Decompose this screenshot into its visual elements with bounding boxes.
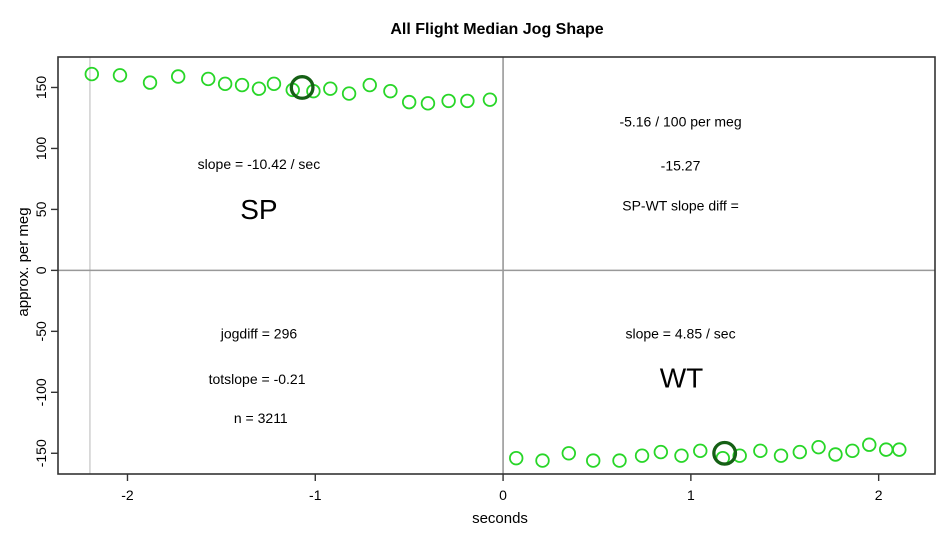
data-point-wt (634, 448, 650, 463)
x-tick-label: 1 (687, 487, 695, 503)
annotation-n-count: n = 3211 (234, 410, 288, 426)
data-point-wt (811, 439, 826, 455)
data-point-sp (441, 93, 456, 109)
x-tick-label: 2 (875, 487, 883, 503)
data-point-wt (612, 453, 627, 468)
y-tick-label: -100 (33, 378, 49, 406)
annotation-wt-label: WT (660, 362, 704, 393)
data-point-sp (401, 94, 417, 110)
x-tick-label: -2 (121, 487, 134, 503)
data-point-sp (383, 83, 398, 99)
axis-ticks-layer: -2 -1 0 1 2 -150 -100 -50 0 50 100 150 (33, 76, 883, 503)
data-point-wt (535, 453, 550, 468)
y-axis-label: approx. per meg (15, 207, 32, 316)
highlight-marker-wt (712, 440, 738, 466)
data-point-wt (862, 437, 877, 452)
data-point-sp (266, 76, 282, 92)
highlight-markers-layer (289, 75, 738, 466)
x-axis-label: seconds (472, 510, 528, 527)
data-point-wt (674, 448, 689, 463)
data-point-sp (142, 75, 158, 90)
annotation-diff-line3: SP-WT slope diff = (622, 198, 739, 214)
data-point-sp (170, 69, 186, 84)
annotation-diff-line2: -15.27 (661, 157, 701, 173)
highlight-marker-sp (289, 75, 315, 100)
y-tick-label: 50 (33, 201, 49, 217)
y-tick-label: -50 (33, 321, 49, 341)
x-tick-label: 0 (499, 487, 507, 503)
data-point-sp (323, 81, 338, 96)
plot-frame (57, 56, 936, 475)
annotation-jogdiff: jogdiff = 296 (220, 326, 298, 342)
annotation-sp-label: SP (240, 194, 277, 225)
data-point-wt (892, 442, 907, 457)
data-point-wt (732, 448, 747, 463)
data-point-sp (84, 66, 100, 82)
data-point-sp (362, 77, 377, 93)
data-point-wt (693, 443, 708, 459)
y-tick-label: 0 (33, 266, 49, 274)
data-point-wt (753, 443, 768, 459)
data-point-sp (460, 93, 475, 109)
data-point-wt (878, 442, 894, 457)
data-point-wt (561, 446, 577, 461)
data-point-wt (586, 453, 601, 468)
chart-title: All Flight Median Jog Shape (390, 21, 603, 38)
data-point-sp (341, 86, 357, 101)
data-point-wt (828, 447, 843, 462)
y-tick-label: -150 (33, 439, 49, 467)
plot-frame-layer (57, 56, 936, 475)
data-point-sp (482, 92, 498, 107)
data-point-wt (845, 443, 860, 459)
annotations-layer: slope = -10.42 / sec SP -5.16 / 100 per me… (198, 114, 742, 426)
data-points-layer (84, 66, 907, 468)
annotation-diff-line1: -5.16 / 100 per meg (619, 114, 741, 130)
data-point-sp (201, 71, 216, 87)
data-point-sp (420, 96, 436, 111)
data-point-wt (509, 450, 524, 466)
data-point-sp (234, 77, 250, 93)
annotation-totslope: totslope = -0.21 (209, 371, 306, 387)
x-tick-label: -1 (309, 487, 322, 503)
y-tick-label: 150 (33, 76, 49, 100)
data-point-sp (112, 68, 128, 83)
annotation-wt-slope: slope = 4.85 / sec (625, 326, 735, 342)
data-point-sp (251, 81, 267, 96)
y-tick-label: 100 (33, 137, 49, 161)
data-point-wt (792, 444, 807, 460)
data-point-sp (217, 76, 233, 92)
reference-lines-layer (58, 57, 935, 474)
annotation-sp-slope: slope = -10.42 / sec (198, 156, 321, 172)
data-point-wt (653, 444, 669, 460)
data-point-wt (773, 448, 789, 463)
